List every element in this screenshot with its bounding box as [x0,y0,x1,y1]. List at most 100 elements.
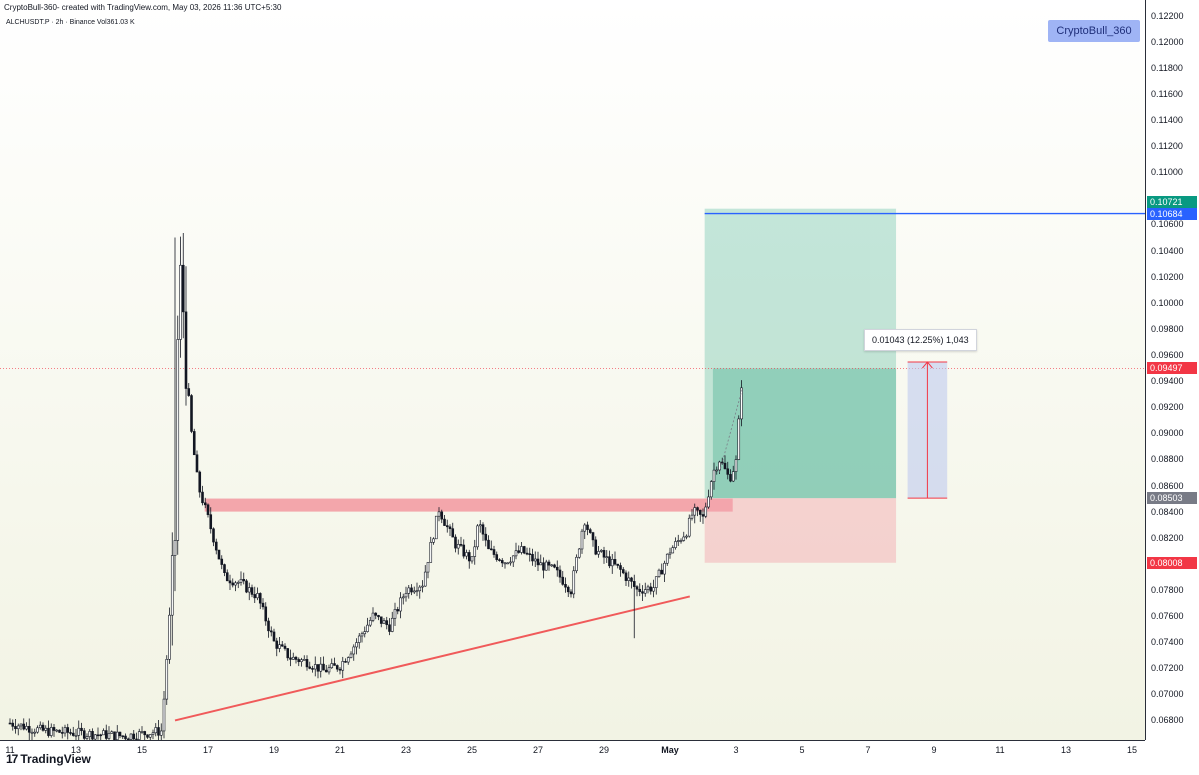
candle-body [220,558,224,565]
price-tag: 0.10684 [1147,207,1197,220]
candle-body [124,735,127,740]
candle-body [69,732,72,734]
candle-body [66,727,70,733]
rising-trendline [174,595,691,722]
candle-body [588,529,592,533]
candle-body [258,593,262,604]
candle-body [608,556,611,567]
dashed-connector [719,387,743,473]
candle-body [55,729,59,732]
candle-body [47,727,50,736]
candle-body [396,609,400,612]
symbol-info[interactable]: ALCHUSDT.P · 2h · Binance Vol361.03 K [6,19,135,26]
candle-body [379,616,383,624]
candle-body [311,668,314,670]
candle-body [71,732,75,736]
candle-body [82,730,86,739]
candle-body [168,614,171,660]
candle-body [8,722,12,725]
candle-body [709,481,713,498]
chart-area[interactable]: CryptoBull-360- created with TradingView… [0,0,1145,740]
candle-body [426,562,430,573]
candle-body [638,588,642,592]
candle-body [102,730,105,736]
candle-body [665,553,669,564]
candle-body [641,591,644,594]
candle-body [536,558,540,566]
price-tick: 0.08200 [1151,532,1184,543]
candle-body [165,659,169,700]
candle-body [308,666,312,669]
candle-body [140,731,144,733]
candle-body [143,731,147,736]
candle-body [135,738,138,740]
candle-body [360,633,364,637]
candle-body [643,589,647,594]
candle-body [558,569,562,578]
price-tick: 0.07400 [1151,637,1184,648]
candle-body [338,668,342,671]
candle-body [374,612,378,616]
candle-body [448,526,452,529]
chart-header: CryptoBull-360- created with TradingView… [4,3,282,12]
candle-body [561,576,565,585]
candle-body [693,507,697,516]
candle-body [649,586,653,592]
candle-body [492,549,496,555]
candle-body [594,539,598,555]
candle-body [247,587,251,593]
candle-body [465,552,468,557]
candle-body [192,431,196,456]
candle-body [250,587,254,595]
price-tick: 0.12000 [1151,36,1184,47]
candle-body [14,726,17,730]
candle-body [357,635,361,643]
candle-body [25,726,28,730]
candle-body [476,525,479,548]
time-tick: 9 [931,745,937,755]
candle-body [355,642,358,648]
candle-body [385,620,389,626]
candle-body [63,727,67,734]
price-tick: 0.08800 [1151,454,1184,465]
candle-body [74,735,78,737]
candle-body [654,576,658,588]
price-tick: 0.11200 [1151,141,1183,152]
candle-body [652,587,655,592]
candle-body [635,586,639,590]
candle-body [484,533,488,541]
time-tick: 25 [466,745,478,755]
price-tick: 0.08600 [1151,480,1184,491]
candle-body [605,556,609,559]
candle-body [319,663,323,672]
candle-body [553,564,556,568]
candle-body [407,587,411,594]
candle-body [382,620,386,624]
candle-body [91,731,94,740]
candle-body [624,572,628,581]
time-tick: 19 [268,745,280,755]
candle-body [16,725,20,730]
candle-body [264,606,268,622]
candle-body [432,538,435,543]
candle-body [104,730,108,739]
time-tick: 27 [532,745,544,755]
price-axis[interactable]: 0.12200 0.12000 0.11800 0.11600 0.11400 0.112… [1145,0,1199,740]
candle-body [685,535,688,538]
candlestick-plot[interactable] [0,0,1145,740]
candle-body [610,559,614,567]
time-axis[interactable]: 11 13 15 17 19 21 23 25 27 29 May 3 5 7 9 11 13 15 [0,740,1145,775]
candle-body [291,656,295,660]
candle-body [410,587,413,593]
time-tick: 15 [136,745,148,755]
candle-body [352,646,356,655]
candle-body [121,735,125,738]
price-tick: 0.10600 [1151,219,1184,230]
price-tick: 0.08400 [1151,506,1184,517]
candle-body [522,546,526,554]
candle-body [96,734,100,737]
candle-body [217,549,221,560]
candle-body [41,724,45,731]
candle-body [657,569,661,578]
candle-body [506,562,510,565]
